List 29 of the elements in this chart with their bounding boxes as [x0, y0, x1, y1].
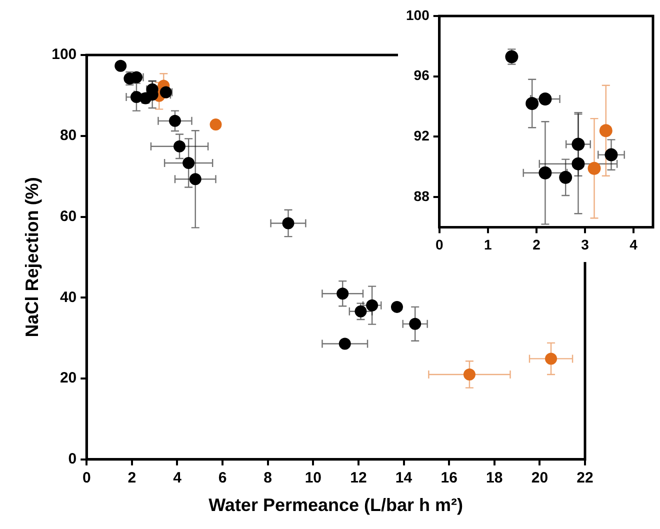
x-tick-label: 2 — [128, 470, 136, 487]
y-tick-label: 100 — [406, 6, 430, 23]
x-tick-label: 20 — [531, 470, 548, 487]
x-tick-label: 2 — [532, 236, 541, 252]
x-tick-label: 3 — [581, 236, 590, 252]
y-tick-label: 60 — [60, 208, 77, 225]
x-tick-label: 12 — [350, 470, 367, 487]
x-tick-label: 22 — [576, 470, 594, 487]
x-tick-label: 16 — [440, 470, 458, 487]
x-tick-label: 10 — [304, 470, 322, 487]
y-tick-label: 40 — [60, 288, 77, 306]
y-tick-label: 0 — [68, 450, 77, 468]
x-tick-label: 4 — [173, 470, 182, 487]
x-tick-label: 1 — [484, 236, 492, 252]
y-tick-label: 92 — [414, 128, 430, 144]
y-tick-label: 88 — [414, 188, 430, 204]
y-tick-label: 96 — [414, 67, 430, 84]
x-tick-label: 0 — [82, 470, 91, 487]
x-tick-label: 4 — [630, 236, 638, 252]
x-tick-label: 8 — [264, 470, 272, 487]
y-tick-label: 80 — [60, 127, 77, 144]
x-tick-label: 6 — [218, 470, 227, 487]
x-tick-label: 14 — [395, 470, 413, 487]
y-tick-label: 20 — [60, 370, 77, 387]
x-tick-label: 0 — [435, 236, 444, 252]
x-tick-label: 18 — [486, 470, 503, 487]
y-axis-title: NaCl Rejection (%) — [22, 177, 42, 338]
y-tick-label: 100 — [52, 46, 77, 64]
x-axis-title: Water Permeance (L/bar h m²) — [208, 495, 464, 516]
